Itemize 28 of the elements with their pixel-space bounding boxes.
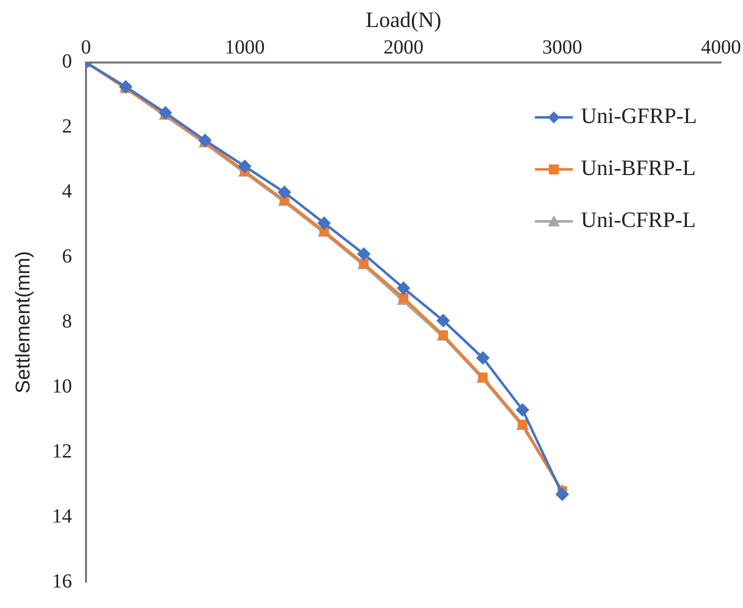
x-axis-title: Load(N) (366, 6, 442, 32)
x-tick-label: 1000 (224, 36, 265, 59)
point (556, 488, 568, 501)
legend-label: Uni-CFRP-L (580, 207, 696, 232)
point (278, 186, 291, 199)
point (436, 314, 450, 327)
y-tick-label: 4 (62, 180, 72, 203)
point (476, 352, 490, 364)
y-tick-label: 2 (62, 116, 72, 138)
legend-label: Uni-GFRP-L (580, 103, 697, 128)
y-axis-title: Settlement(mm) (12, 251, 35, 394)
y-tick-label: 14 (52, 505, 72, 528)
point (516, 404, 529, 416)
point (397, 282, 410, 294)
x-tick-label: 3000 (542, 36, 582, 59)
y-tick-label: 12 (52, 440, 72, 462)
point (358, 248, 370, 260)
y-tick-label: 6 (62, 246, 72, 268)
x-tick-label: 2000 (384, 36, 424, 59)
legend-label: Uni-BFRP-L (580, 155, 696, 180)
y-tick-label: 0 (62, 50, 72, 73)
y-tick-label: 16 (52, 570, 72, 592)
y-tick-label: 10 (52, 375, 72, 398)
x-tick-label: 4000 (701, 36, 741, 59)
y-tick-label: 8 (62, 310, 72, 332)
point (238, 160, 251, 173)
point (318, 216, 330, 230)
x-tick-label: 0 (81, 36, 91, 59)
